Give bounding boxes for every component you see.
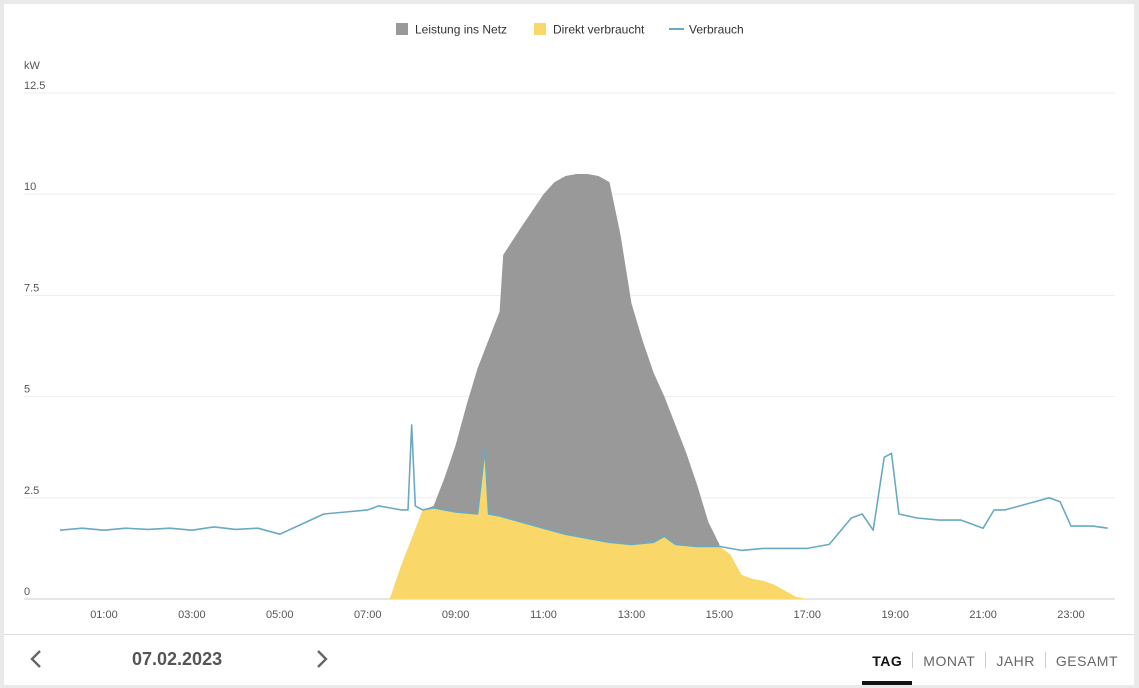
tab-monat[interactable]: MONAT <box>923 653 976 669</box>
legend-label: Leistung ins Netz <box>415 23 507 37</box>
y-tick-label: 2.5 <box>24 485 39 497</box>
series-verbrauch-line <box>59 424 1108 552</box>
legend-label: Direkt verbraucht <box>553 23 645 37</box>
x-tick-label: 09:00 <box>442 609 470 621</box>
series-direkt-verbraucht-area <box>389 449 808 599</box>
tab-separator <box>912 652 914 668</box>
x-tick-label: 17:00 <box>794 609 822 621</box>
tab-separator <box>985 652 987 668</box>
y-tick-label: 7.5 <box>24 282 39 294</box>
x-tick-label: 11:00 <box>530 609 557 621</box>
x-tick-label: 07:00 <box>354 609 382 621</box>
chevron-left-icon <box>30 650 41 668</box>
x-tick-label: 05:00 <box>266 609 294 621</box>
x-tick-label: 21:00 <box>969 609 997 621</box>
legend: Leistung ins Netz Direkt verbraucht Verbra… <box>396 23 744 37</box>
y-tick-label: 10 <box>24 181 36 193</box>
legend-swatch <box>396 23 408 35</box>
current-date[interactable]: 07.02.2023 <box>132 649 223 669</box>
y-axis-unit: kW <box>24 60 41 72</box>
energy-chart: 0 2.5 5 7.5 10 12.5 kW 01:00 03:00 05:00 07:00 09:0… <box>24 23 1115 621</box>
tab-gesamt[interactable]: GESAMT <box>1055 653 1118 669</box>
footer-bar: 07.02.2023 TAG MONAT JAHR GESAMT <box>4 634 1134 685</box>
previous-day-button[interactable] <box>22 645 50 673</box>
chart-panel: 0 2.5 5 7.5 10 12.5 kW 01:00 03:00 05:00 07:00 09:0… <box>4 4 1134 685</box>
legend-label: Verbrauch <box>689 23 744 37</box>
next-day-button[interactable] <box>308 645 336 673</box>
x-tick-label: 15:00 <box>706 609 734 621</box>
x-tick-label: 19:00 <box>881 609 909 621</box>
x-tick-label: 01:00 <box>90 609 118 621</box>
legend-swatch <box>534 23 546 35</box>
series-layer <box>59 174 1108 599</box>
y-tick-label: 12.5 <box>24 80 45 92</box>
y-tick-label: 0 <box>24 586 30 598</box>
x-tick-label: 23:00 <box>1057 609 1085 621</box>
series-leistung-ins-netz-area <box>422 174 720 547</box>
chevron-right-icon <box>317 650 328 668</box>
period-tabs: TAG MONAT JAHR GESAMT <box>862 635 1128 685</box>
tab-separator <box>1044 652 1046 668</box>
axis-layer: 0 2.5 5 7.5 10 12.5 kW 01:00 03:00 05:00 07:00 09:0… <box>24 60 1085 621</box>
x-tick-label: 03:00 <box>178 609 206 621</box>
tab-jahr[interactable]: JAHR <box>996 653 1035 669</box>
tab-tag[interactable]: TAG <box>862 635 913 685</box>
x-tick-label: 13:00 <box>618 609 646 621</box>
y-tick-label: 5 <box>24 384 30 396</box>
